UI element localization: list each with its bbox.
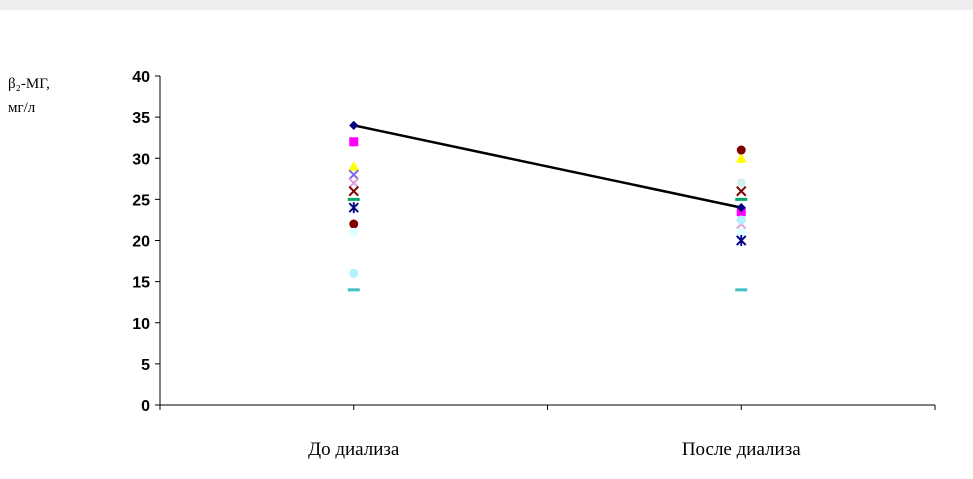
top-band (0, 0, 973, 10)
x-tick-label: До диализа (308, 439, 400, 460)
y-tick-label: 40 (132, 69, 150, 86)
data-point (736, 235, 747, 246)
data-point (348, 185, 359, 197)
data-point (736, 215, 746, 225)
mean-line (353, 124, 742, 209)
data-point (348, 177, 359, 189)
y-tick-label: 10 (132, 316, 150, 333)
data-point (348, 160, 360, 171)
y-tick-label: 20 (132, 234, 150, 251)
x-tick-labels: До диализа После диализа (159, 405, 936, 460)
y-tick-label: 25 (132, 192, 150, 209)
data-point (735, 197, 748, 201)
y-tick-label: 5 (141, 357, 150, 374)
data-point (349, 219, 359, 229)
data-markers (347, 120, 748, 292)
data-point (735, 288, 748, 292)
y-tick-label: 30 (132, 151, 150, 168)
x-tick-label: После диализа (682, 439, 801, 460)
y-tick-labels: 0 5 10 15 20 25 30 35 40 (132, 69, 160, 415)
mean-line-point (349, 120, 359, 130)
y-tick-label: 35 (132, 110, 150, 127)
data-point (736, 145, 746, 155)
y-axis-label-line1: β₂-МГ, (8, 76, 50, 92)
data-point (348, 169, 359, 180)
data-point (347, 197, 360, 201)
data-point (735, 152, 747, 163)
mean-line-group (349, 120, 746, 213)
y-tick-label: 15 (132, 275, 150, 292)
axes (159, 76, 935, 406)
data-point (347, 288, 360, 292)
data-point (349, 227, 359, 237)
data-point (349, 268, 359, 278)
data-point (349, 137, 359, 147)
y-axis-label-line2: мг/л (8, 100, 36, 116)
data-point (736, 185, 747, 197)
y-tick-label: 0 (141, 398, 150, 415)
data-point (736, 227, 746, 237)
data-point (736, 178, 746, 188)
data-point (348, 202, 359, 214)
mean-line-point (736, 203, 746, 213)
